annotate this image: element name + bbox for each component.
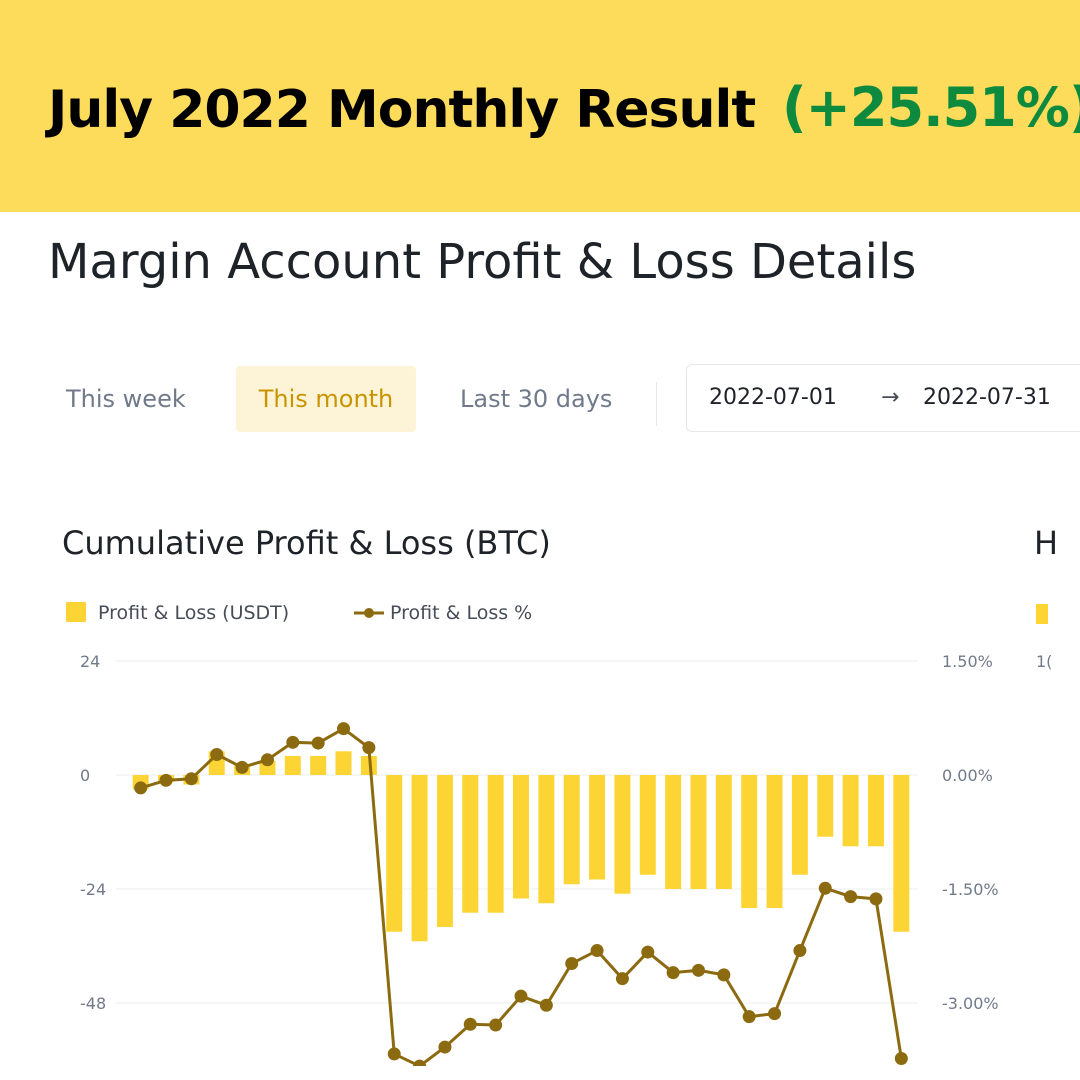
legend-line-label: Profit & Loss % [390,602,533,624]
pnl-percent-point[interactable] [691,963,705,977]
pnl-bar[interactable] [791,775,808,875]
pnl-percent-point[interactable] [793,944,807,958]
pnl-bar[interactable] [614,775,631,894]
pnl-percent-point[interactable] [210,747,224,761]
pnl-bar[interactable] [436,775,453,927]
pnl-percent-point[interactable] [514,989,528,1003]
pnl-percent-point[interactable] [818,881,832,895]
y-left-tick-label: -24 [80,880,106,899]
pnl-bar[interactable] [766,775,783,908]
pnl-bar[interactable] [817,775,834,837]
pnl-percent-point[interactable] [184,772,198,786]
pnl-bar[interactable] [893,775,910,932]
pnl-percent-point[interactable] [590,944,604,958]
pnl-bar[interactable] [715,775,732,889]
y-left-tick-label: 24 [80,652,100,671]
next-panel-title-fragment: H [1034,524,1059,562]
legend-bar-swatch [66,602,86,622]
pnl-percent-point[interactable] [666,966,680,980]
pnl-bar[interactable] [741,775,758,908]
tab-this-week[interactable]: This week [66,385,186,413]
pnl-bar[interactable] [411,775,428,942]
pnl-bar[interactable] [538,775,555,904]
pnl-percent-point[interactable] [235,760,249,774]
pnl-bar[interactable] [386,775,403,932]
pnl-percent-point[interactable] [286,735,300,749]
legend-item-line[interactable]: Profit & Loss % [354,602,532,624]
pnl-bar[interactable] [487,775,504,913]
pnl-percent-point[interactable] [260,753,274,767]
pnl-percent-point[interactable] [337,722,351,736]
y-right-tick-label: 0.00% [942,766,993,785]
y-right-tick-label: 1.50% [942,652,993,671]
pnl-percent-point[interactable] [717,968,731,982]
pnl-bar[interactable] [563,775,580,885]
pnl-percent-point[interactable] [159,773,173,787]
pnl-bar[interactable] [310,756,327,775]
pnl-percent-point[interactable] [438,1040,452,1054]
banner-title: July 2022 Monthly Result [48,80,756,140]
arrow-right-icon: → [881,385,900,410]
pnl-bar[interactable] [284,756,301,775]
pnl-bar[interactable] [842,775,859,847]
pnl-percent-point[interactable] [565,956,579,970]
next-panel-legend-swatch [1036,604,1048,624]
pnl-percent-point[interactable] [539,998,553,1012]
pnl-percent-point[interactable] [894,1051,908,1065]
pnl-percent-point[interactable] [463,1017,477,1031]
pnl-bar[interactable] [690,775,707,889]
y-left-tick-label: 0 [80,766,90,785]
tab-last-30-days[interactable]: Last 30 days [460,385,613,413]
date-start[interactable]: 2022-07-01 [709,385,837,410]
pnl-bar[interactable] [867,775,884,847]
legend-bar-label: Profit & Loss (USDT) [98,602,290,624]
tab-this-month[interactable]: This month [236,366,416,432]
pnl-bar[interactable] [589,775,606,880]
tab-divider [656,382,657,426]
chart-title: Cumulative Profit & Loss (BTC) [62,524,551,562]
pnl-percent-point[interactable] [641,945,655,959]
pnl-bar[interactable] [639,775,656,875]
pnl-percent-point[interactable] [742,1010,756,1024]
date-range-picker[interactable]: 2022-07-01 → 2022-07-31 [686,364,1080,432]
result-banner: July 2022 Monthly Result (+25.51%) [0,0,1080,212]
pnl-percent-point[interactable] [362,741,376,755]
pnl-bar[interactable] [665,775,682,889]
pnl-bar[interactable] [335,751,352,775]
date-end[interactable]: 2022-07-31 [923,385,1051,410]
pnl-percent-point[interactable] [134,781,148,795]
legend-line-marker [354,608,384,618]
legend-item-bars[interactable]: Profit & Loss (USDT) [66,602,289,624]
pnl-bar[interactable] [462,775,479,913]
y-right-tick-label: -3.00% [942,994,999,1013]
pnl-percent-point[interactable] [489,1018,503,1032]
pnl-percent-point[interactable] [413,1059,427,1073]
pnl-percent-point[interactable] [869,892,883,906]
pnl-percent-point[interactable] [387,1047,401,1061]
y-left-tick-label: -48 [80,994,106,1013]
next-panel-tick-fragment: 1( [1036,652,1053,671]
y-right-tick-label: -1.50% [942,880,999,899]
page-title: Margin Account Profit & Loss Details [48,234,917,290]
plot-area [132,722,910,1073]
pnl-percent-point[interactable] [844,890,858,904]
pnl-bar[interactable] [513,775,529,899]
banner-result-percent: (+25.51%) [782,76,1080,139]
pnl-percent-point[interactable] [311,736,325,750]
pnl-percent-point[interactable] [615,972,629,986]
pnl-percent-point[interactable] [768,1007,782,1021]
